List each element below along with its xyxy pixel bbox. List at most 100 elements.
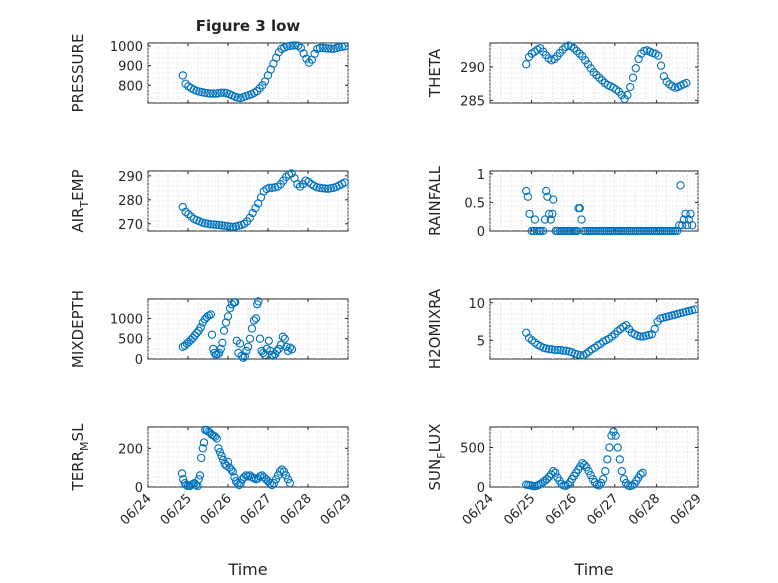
data-point xyxy=(607,431,616,440)
data-point xyxy=(264,336,273,345)
data-point xyxy=(599,474,608,484)
data-point xyxy=(673,226,682,236)
data-point xyxy=(190,331,199,340)
data-point xyxy=(582,463,591,472)
data-point xyxy=(248,208,257,218)
data-point xyxy=(675,221,684,230)
data-point xyxy=(605,443,614,452)
data-point xyxy=(293,41,303,50)
data-point xyxy=(239,353,248,362)
x-tick-label: 06/26 xyxy=(543,491,580,528)
data-point xyxy=(227,465,236,474)
data-point xyxy=(690,305,699,314)
data-point xyxy=(217,88,226,97)
data-point xyxy=(636,332,645,341)
data-point xyxy=(602,226,611,236)
data-point xyxy=(277,465,287,474)
y-tick-label: 0 xyxy=(135,353,143,368)
y-label-main: MIXDEPTH xyxy=(69,290,87,368)
data-point xyxy=(304,58,314,67)
data-point xyxy=(215,348,224,358)
data-point xyxy=(683,221,692,230)
data-point xyxy=(676,181,685,190)
data-point xyxy=(214,444,223,453)
data-point xyxy=(553,345,562,355)
data-point xyxy=(231,298,240,307)
data-point xyxy=(656,226,665,236)
data-point xyxy=(228,222,238,232)
data-point xyxy=(252,87,262,96)
series-markers xyxy=(522,305,699,360)
data-point xyxy=(615,455,624,464)
data-point xyxy=(271,475,281,484)
y-tick-label: 500 xyxy=(118,333,143,348)
panel-pressure: 800 900 1000 PRESSURE Figure 3 low xyxy=(69,17,349,112)
data-point xyxy=(255,84,264,93)
data-point xyxy=(628,481,637,490)
data-point xyxy=(539,226,548,236)
data-point xyxy=(666,226,676,236)
data-point xyxy=(589,68,598,77)
y-axis-label: THETA xyxy=(426,48,444,98)
x-tick-label: 06/28 xyxy=(278,491,315,528)
data-point xyxy=(226,222,235,231)
data-point xyxy=(544,345,554,354)
data-point xyxy=(293,180,302,189)
data-point xyxy=(283,475,293,484)
data-point xyxy=(540,215,550,224)
x-tick-label: 06/24 xyxy=(460,491,497,528)
panel-h2omixra: 5 10 H2OMIXRA xyxy=(426,288,699,369)
data-point xyxy=(254,297,263,306)
data-point xyxy=(544,209,554,219)
data-point xyxy=(243,342,253,351)
grid xyxy=(489,43,699,103)
data-point xyxy=(323,184,333,193)
data-point xyxy=(648,226,657,236)
data-point xyxy=(312,183,322,192)
data-point xyxy=(549,467,558,476)
data-point xyxy=(610,226,619,236)
series-markers xyxy=(178,169,349,232)
data-point xyxy=(203,219,213,228)
data-point xyxy=(614,226,624,236)
data-point xyxy=(324,44,333,53)
axes-box xyxy=(489,426,699,488)
y-tick-label: 285 xyxy=(460,94,485,109)
data-point xyxy=(282,42,292,51)
data-point xyxy=(636,470,645,479)
data-point xyxy=(601,467,610,476)
y-tick-label: 200 xyxy=(118,442,143,457)
x-tick-label: 06/28 xyxy=(626,491,663,528)
data-point xyxy=(221,318,231,327)
data-point xyxy=(576,351,585,360)
data-point xyxy=(522,186,531,196)
y-axis-label: AIRTEMP xyxy=(69,169,91,232)
y-tick-label: 1000 xyxy=(110,40,143,55)
data-point xyxy=(542,186,551,196)
series-markers xyxy=(522,427,647,491)
y-label-main: RAINFALL xyxy=(426,165,444,236)
y-label-sub: M xyxy=(78,441,91,451)
data-point xyxy=(285,478,295,488)
data-point xyxy=(616,226,626,236)
data-point xyxy=(596,478,606,488)
data-point xyxy=(200,219,210,228)
data-point xyxy=(591,226,601,236)
data-point xyxy=(573,226,582,236)
y-tick-label: 270 xyxy=(118,218,143,233)
data-point xyxy=(188,333,197,343)
data-point xyxy=(268,183,277,192)
data-point xyxy=(598,226,607,236)
data-point xyxy=(662,226,671,236)
series-markers xyxy=(177,425,295,491)
data-point xyxy=(595,73,604,82)
data-point xyxy=(549,195,558,204)
data-point xyxy=(572,46,581,56)
y-label-sub: F xyxy=(435,452,448,458)
data-point xyxy=(197,453,206,463)
data-point xyxy=(617,467,627,476)
y-tick-label: 500 xyxy=(460,442,485,457)
data-point xyxy=(664,226,674,236)
data-point xyxy=(178,202,187,212)
